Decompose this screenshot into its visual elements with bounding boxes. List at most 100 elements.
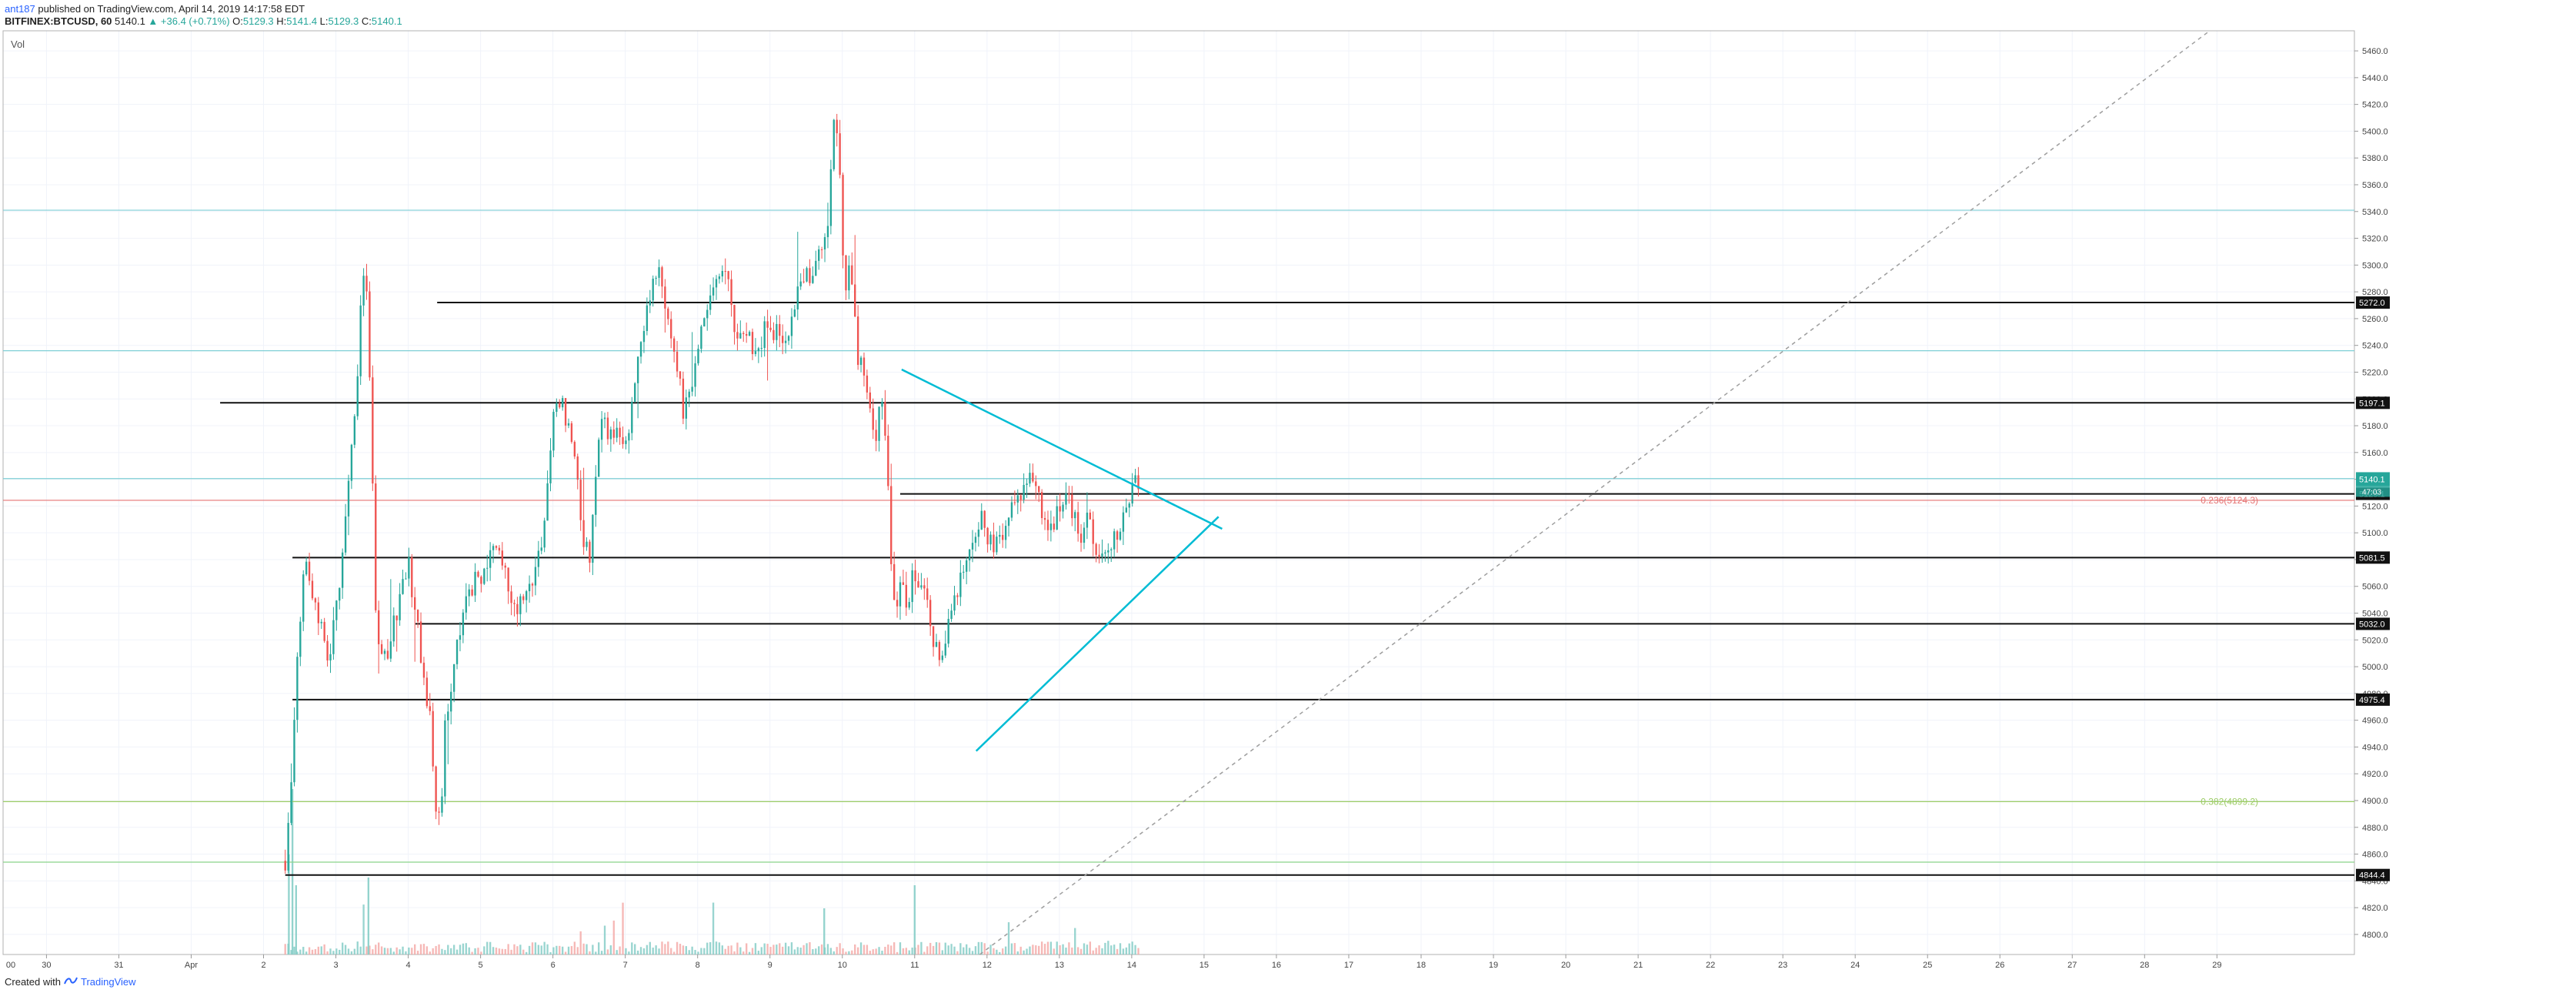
volume-bar: [971, 951, 974, 955]
volume-bar: [890, 945, 893, 955]
volume-bar: [459, 945, 462, 955]
candle-body: [815, 260, 817, 276]
y-tick-label: 5320.0: [2362, 235, 2388, 244]
volume-bar: [296, 951, 299, 955]
candle-body: [435, 766, 437, 812]
volume-bar: [682, 945, 685, 955]
volume-bar: [573, 941, 576, 955]
candle-body: [622, 436, 624, 444]
candle-body: [776, 323, 778, 340]
candle-body: [884, 402, 886, 436]
candle-body: [299, 621, 302, 657]
candle-body: [486, 567, 489, 569]
candle-body: [1119, 531, 1122, 540]
author-link[interactable]: ant187: [5, 3, 35, 15]
volume-bar: [1032, 945, 1034, 955]
candle-body: [471, 589, 473, 596]
candle-body: [537, 550, 540, 567]
candle-body: [953, 595, 956, 611]
volume-bar: [1110, 945, 1113, 955]
candle-body: [848, 265, 850, 291]
y-tick-label: 5120.0: [2362, 502, 2388, 511]
volume-bar: [375, 945, 377, 955]
candle-body: [724, 271, 726, 272]
candle-body: [829, 169, 833, 226]
volume-bar: [589, 951, 591, 955]
volume-bar: [480, 951, 482, 955]
candle-body: [947, 619, 949, 644]
candle-body: [296, 657, 299, 721]
countdown-tag: [2356, 486, 2390, 497]
volume-bar: [1119, 943, 1122, 955]
candle-body: [522, 596, 525, 600]
volume-bar: [552, 947, 555, 955]
volume-bar: [435, 945, 437, 955]
candle-body: [1056, 506, 1058, 530]
candle-body: [893, 563, 896, 600]
volume-bar: [1059, 945, 1061, 955]
volume-bar: [829, 948, 833, 955]
candle-body: [619, 427, 621, 437]
candle-body: [694, 363, 696, 387]
volume-bar: [1131, 941, 1133, 955]
y-tick-label: 5340.0: [2362, 208, 2388, 217]
candle-body: [730, 279, 732, 306]
volume-bar: [851, 950, 853, 955]
candle-body: [760, 347, 762, 349]
tradingview-link[interactable]: TradingView: [80, 976, 136, 988]
candle-body: [1032, 473, 1034, 482]
candle-body: [1113, 531, 1116, 550]
volume-bar: [311, 949, 314, 955]
volume-bar: [495, 948, 498, 955]
candle-body: [609, 429, 612, 440]
volume-bar: [344, 945, 347, 955]
volume-bar: [471, 951, 473, 955]
volume-bar: [875, 948, 877, 955]
x-tick-label: 4: [406, 961, 411, 970]
volume-bar: [712, 902, 715, 955]
candle-body: [414, 597, 416, 610]
candle-body: [1116, 531, 1119, 540]
volume-bar: [672, 951, 676, 955]
volume-bar: [465, 943, 467, 955]
candle-body: [592, 514, 594, 563]
candle-body: [911, 570, 913, 603]
candle-body: [510, 591, 512, 603]
candle-body: [878, 406, 880, 441]
volume-bar: [559, 945, 561, 955]
candle-body: [818, 249, 820, 261]
volume-bar: [863, 945, 866, 955]
candle-body: [462, 612, 465, 636]
candle-body: [751, 332, 754, 354]
volume-bar: [486, 941, 489, 955]
candle-body: [757, 348, 760, 352]
volume-bar: [745, 943, 748, 955]
volume-bar: [1101, 948, 1103, 955]
candle-body: [908, 602, 910, 608]
volume-bar: [754, 943, 757, 955]
candle-body: [416, 610, 419, 622]
candle-body: [799, 281, 802, 287]
volume-bar: [963, 947, 965, 955]
ohlc-line: BITFINEX:BTCUSD, 60 5140.1 ▲ +36.4 (+0.7…: [5, 15, 402, 28]
candle-body: [589, 541, 591, 563]
volume-bar: [836, 947, 838, 955]
volume-bar: [812, 948, 814, 955]
candle-body: [543, 520, 546, 548]
volume-bar: [757, 951, 760, 955]
volume-bar: [730, 945, 732, 955]
volume-bar: [1016, 951, 1019, 955]
candle-body: [501, 550, 503, 566]
time-axis[interactable]: 30 31 Apr 2 3 4 5 6 7 8 9 10 11 12 13 14 15 16 17 18 19 20 21 2…: [6, 955, 2222, 970]
candle-body: [305, 561, 308, 575]
volume-bar: [703, 948, 706, 955]
price-axis[interactable]: 4800.04820.04840.04860.04880.04900.04920…: [2354, 47, 2390, 940]
volume-bar: [452, 945, 455, 955]
triangle-trendline: [901, 368, 1223, 530]
candle-body: [875, 430, 877, 441]
volume-bar: [369, 945, 371, 955]
volume-bar: [1125, 947, 1128, 955]
candle-body: [1128, 503, 1130, 508]
candle-body: [676, 351, 679, 372]
